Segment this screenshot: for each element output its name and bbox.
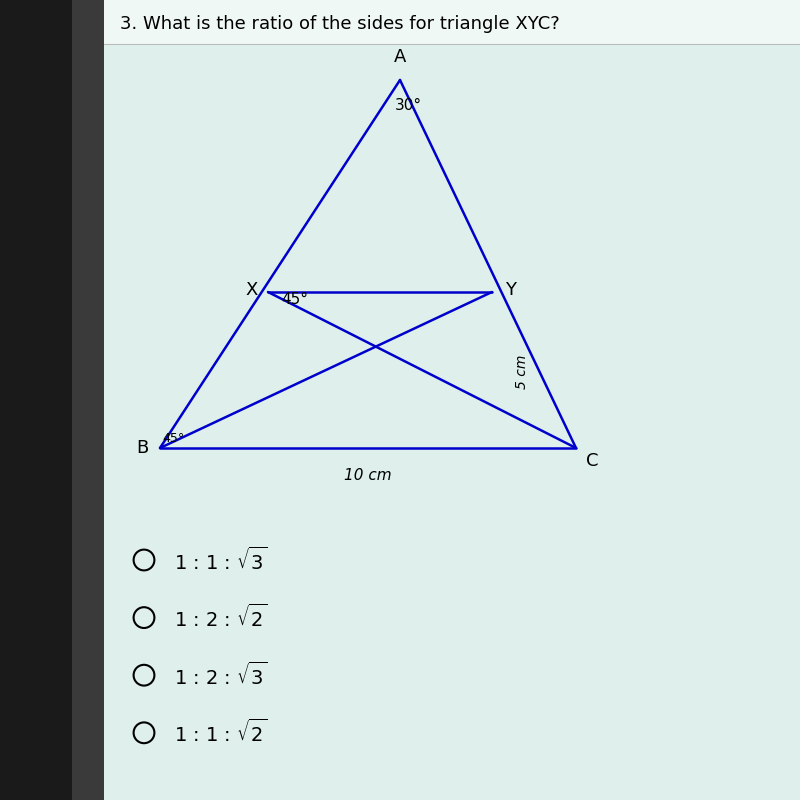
Text: Y: Y xyxy=(505,281,516,298)
Bar xyxy=(0,0,72,800)
Text: 45°: 45° xyxy=(282,292,309,306)
Text: 3. What is the ratio of the sides for triangle XYC?: 3. What is the ratio of the sides for tr… xyxy=(120,15,560,33)
Bar xyxy=(104,0,800,44)
Text: X: X xyxy=(246,281,258,298)
Text: 5 cm: 5 cm xyxy=(514,355,529,389)
Text: A: A xyxy=(394,48,406,66)
Text: C: C xyxy=(586,452,599,470)
Text: 10 cm: 10 cm xyxy=(344,469,392,483)
Bar xyxy=(72,0,104,800)
Text: B: B xyxy=(136,439,148,457)
Text: 1 : 1 : $\sqrt{3}$: 1 : 1 : $\sqrt{3}$ xyxy=(174,546,268,574)
Text: 1 : 1 : $\sqrt{2}$: 1 : 1 : $\sqrt{2}$ xyxy=(174,719,268,746)
Text: 1 : 2 : $\sqrt{2}$: 1 : 2 : $\sqrt{2}$ xyxy=(174,604,268,631)
Text: 1 : 2 : $\sqrt{3}$: 1 : 2 : $\sqrt{3}$ xyxy=(174,662,268,689)
Text: 30°: 30° xyxy=(395,98,422,113)
Text: 45°: 45° xyxy=(162,432,185,445)
